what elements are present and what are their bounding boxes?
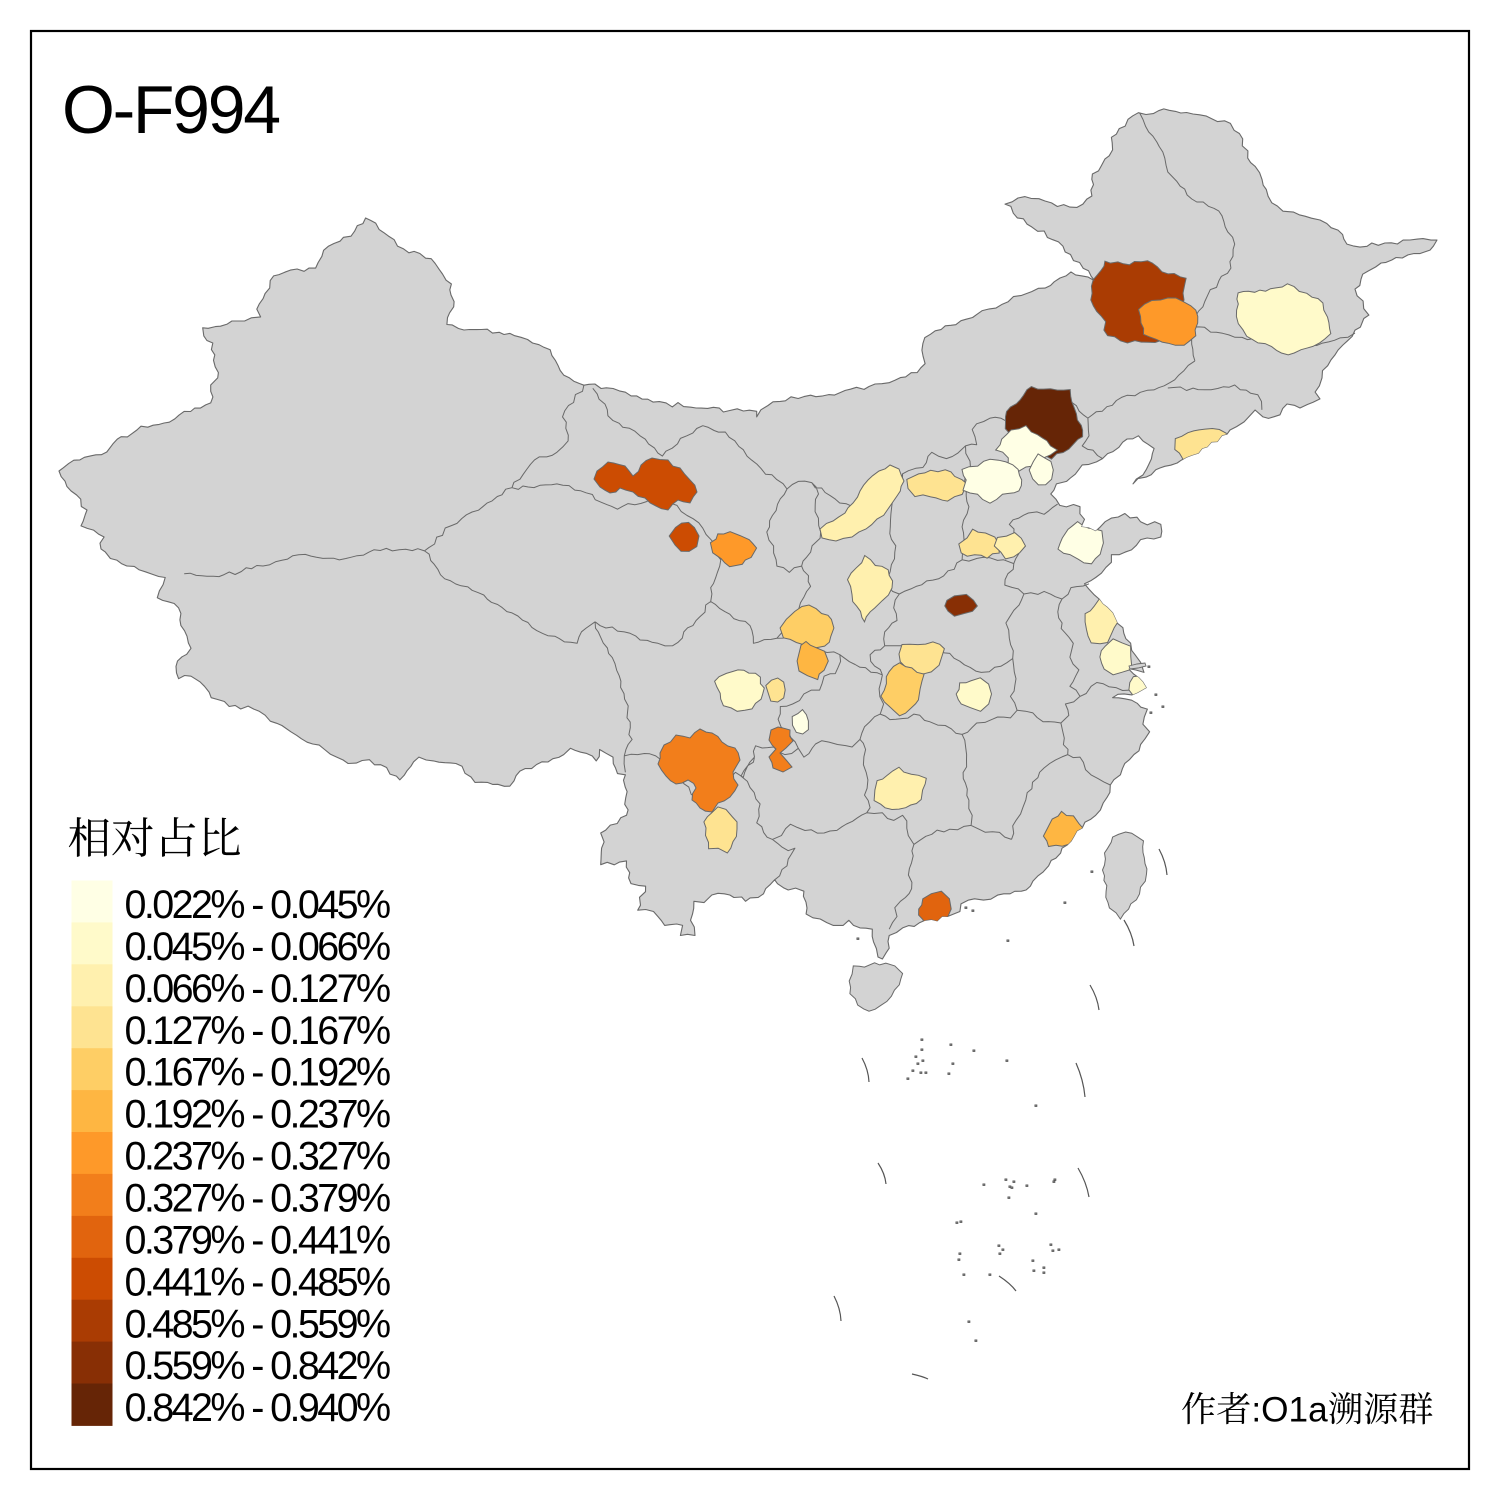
svg-text:0.167% - 0.192%: 0.167% - 0.192% bbox=[125, 1051, 391, 1095]
svg-text:0.045% - 0.066%: 0.045% - 0.066% bbox=[125, 925, 391, 969]
svg-text:0.559% - 0.842%: 0.559% - 0.842% bbox=[125, 1344, 391, 1388]
svg-text::O1a: :O1a bbox=[1251, 1391, 1328, 1430]
svg-text:0.842% - 0.940%: 0.842% - 0.940% bbox=[125, 1386, 391, 1430]
svg-text:0.237% - 0.327%: 0.237% - 0.327% bbox=[125, 1135, 391, 1179]
svg-text:0.066% - 0.127%: 0.066% - 0.127% bbox=[125, 967, 391, 1011]
svg-text:O-F994: O-F994 bbox=[62, 72, 279, 148]
svg-text:0.022% - 0.045%: 0.022% - 0.045% bbox=[125, 883, 391, 927]
svg-text:0.192% - 0.237%: 0.192% - 0.237% bbox=[125, 1093, 391, 1137]
svg-text:0.485% - 0.559%: 0.485% - 0.559% bbox=[125, 1302, 391, 1346]
svg-text:0.327% - 0.379%: 0.327% - 0.379% bbox=[125, 1177, 391, 1221]
svg-text:0.441% - 0.485%: 0.441% - 0.485% bbox=[125, 1260, 391, 1304]
svg-text:0.379% - 0.441%: 0.379% - 0.441% bbox=[125, 1218, 391, 1262]
svg-text:0.127% - 0.167%: 0.127% - 0.167% bbox=[125, 1009, 391, 1053]
